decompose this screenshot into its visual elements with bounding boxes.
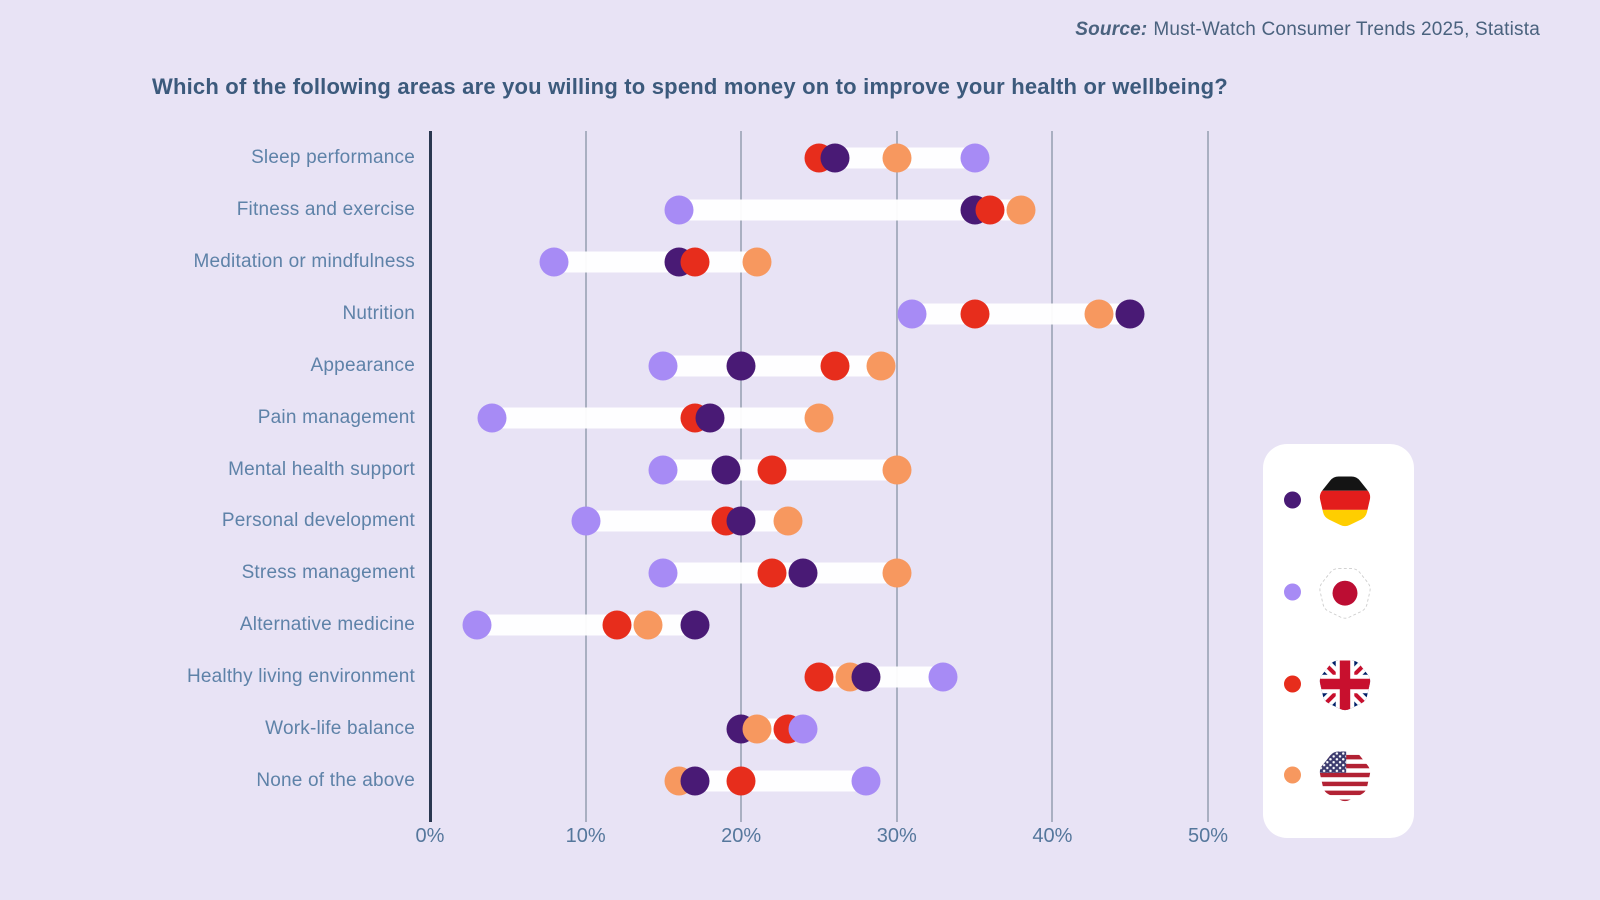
data-dot-japan	[960, 143, 990, 173]
data-dot-japan	[928, 662, 958, 692]
data-dot-germany	[820, 143, 850, 173]
data-dot-germany	[726, 351, 756, 381]
gridline	[584, 131, 587, 822]
legend-item-uk	[1263, 654, 1414, 714]
legend-item-germany	[1263, 470, 1414, 530]
data-dot-usa	[1006, 195, 1036, 225]
data-dot-germany	[851, 662, 881, 692]
data-dot-usa	[742, 714, 772, 744]
category-label: Stress management	[241, 562, 415, 584]
gridline	[1207, 131, 1209, 822]
data-dot-usa	[882, 455, 912, 485]
data-dot-germany	[695, 403, 725, 433]
data-dot-japan	[477, 403, 507, 433]
data-dot-japan	[539, 247, 569, 277]
category-label: Mental health support	[228, 458, 415, 480]
chart-title: Which of the following areas are you wil…	[152, 74, 1228, 99]
data-dot-japan	[897, 299, 927, 329]
range-bar	[585, 510, 788, 532]
data-dot-uk	[820, 351, 850, 381]
category-label: Alternative medicine	[239, 614, 415, 636]
data-dot-japan	[571, 506, 601, 536]
source-label: Source:	[1075, 19, 1148, 40]
data-dot-germany	[788, 558, 818, 588]
data-dot-japan	[851, 766, 881, 796]
range-bar	[554, 251, 757, 273]
data-dot-usa	[633, 610, 663, 640]
legend-item-usa	[1263, 745, 1414, 805]
x-tick-label: 30%	[876, 825, 917, 847]
source-note: Source: Must-Watch Consumer Trends 2025, …	[1075, 19, 1540, 41]
category-label: Pain management	[257, 406, 415, 428]
data-dot-uk	[757, 558, 787, 588]
legend-item-japan	[1263, 562, 1414, 622]
data-dot-japan	[462, 610, 492, 640]
x-tick-label: 10%	[565, 825, 606, 847]
data-dot-japan	[664, 195, 694, 225]
data-dot-usa	[742, 247, 772, 277]
data-dot-germany	[711, 455, 741, 485]
category-label: Appearance	[310, 354, 415, 376]
uk-flag-icon	[1319, 660, 1371, 711]
data-dot-japan	[648, 558, 678, 588]
category-label: None of the above	[256, 770, 415, 792]
range-bar	[678, 770, 866, 792]
category-label: Nutrition	[342, 302, 415, 324]
data-dot-usa	[882, 143, 912, 173]
data-dot-usa	[773, 506, 803, 536]
legend	[1263, 444, 1414, 838]
data-dot-germany	[726, 506, 756, 536]
x-tick-label: 50%	[1187, 825, 1229, 847]
y-axis-line	[428, 131, 432, 822]
range-bar	[492, 407, 819, 429]
data-dot-uk	[602, 610, 632, 640]
germany-legend-dot	[1284, 491, 1301, 509]
data-dot-usa	[882, 558, 912, 588]
uk-legend-dot	[1284, 675, 1301, 693]
category-label: Personal development	[221, 510, 415, 532]
japan-legend-dot	[1284, 583, 1301, 601]
data-dot-germany	[680, 766, 710, 796]
x-tick-label: 40%	[1032, 825, 1073, 847]
x-tick-label: 0%	[415, 825, 445, 847]
category-label: Work-life balance	[265, 718, 415, 740]
data-dot-germany	[1115, 299, 1145, 329]
data-dot-usa	[804, 403, 834, 433]
data-dot-uk	[726, 766, 756, 796]
x-tick-label: 20%	[721, 825, 762, 847]
category-label: Meditation or mindfulness	[193, 250, 415, 272]
data-dot-uk	[804, 662, 834, 692]
range-bar	[678, 199, 1022, 221]
germany-flag-icon	[1319, 476, 1371, 527]
usa-flag-icon	[1319, 751, 1371, 802]
data-dot-uk	[975, 195, 1005, 225]
data-dot-usa	[1084, 299, 1114, 329]
data-dot-usa	[866, 351, 896, 381]
source-text: Must-Watch Consumer Trends 2025, Statist…	[1153, 19, 1540, 40]
category-label: Fitness and exercise	[236, 198, 415, 220]
usa-legend-dot	[1284, 766, 1301, 784]
japan-flag-icon	[1319, 568, 1371, 619]
data-dot-japan	[788, 714, 818, 744]
data-dot-uk	[680, 247, 710, 277]
gridline	[1051, 131, 1054, 822]
data-dot-japan	[648, 351, 678, 381]
data-dot-germany	[680, 610, 710, 640]
data-dot-uk	[757, 455, 787, 485]
category-label: Sleep performance	[251, 147, 415, 168]
category-label: Healthy living environment	[186, 666, 415, 688]
data-dot-japan	[648, 455, 678, 485]
data-dot-uk	[960, 299, 990, 329]
